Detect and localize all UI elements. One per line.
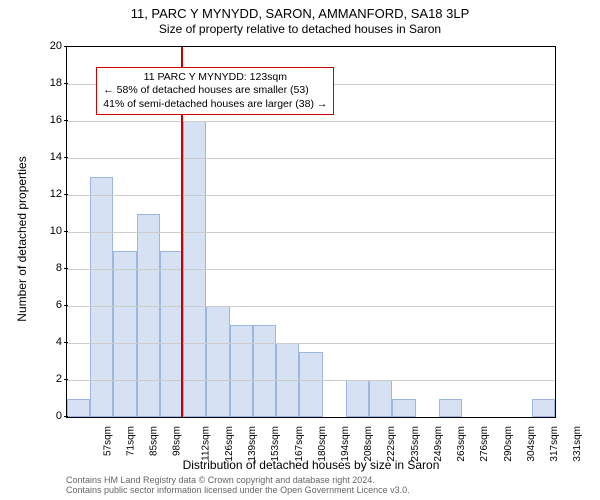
bar: [532, 399, 555, 418]
xtick: 331sqm: [572, 426, 583, 462]
gridline: [67, 343, 555, 344]
xtick: 304sqm: [526, 426, 537, 462]
ytick: 14: [32, 151, 62, 163]
plot-area: 11 PARC Y MYNYDD: 123sqm← 58% of detache…: [66, 46, 556, 418]
xtick: 112sqm: [200, 426, 211, 461]
xtick: 57sqm: [102, 426, 113, 456]
chart-title-1: 11, PARC Y MYNYDD, SARON, AMMANFORD, SA1…: [0, 6, 600, 22]
xtick: 180sqm: [317, 426, 328, 462]
footer-line-2: Contains public sector information licen…: [66, 486, 556, 496]
ytick: 4: [32, 336, 62, 348]
ytick: 18: [32, 77, 62, 89]
xtick: 126sqm: [224, 426, 235, 462]
annotation-line: ← 58% of detached houses are smaller (53…: [103, 84, 327, 97]
ytick: 12: [32, 188, 62, 200]
xtick: 98sqm: [172, 426, 183, 456]
bar: [369, 380, 392, 417]
bar: [206, 306, 229, 417]
ytick: 6: [32, 299, 62, 311]
xtick: 290sqm: [503, 426, 514, 462]
bar: [160, 251, 183, 418]
gridline: [67, 121, 555, 122]
xtick: 153sqm: [270, 426, 281, 462]
xtick: 222sqm: [387, 426, 398, 462]
ytick: 0: [32, 410, 62, 422]
ytick: 2: [32, 373, 62, 385]
gridline: [67, 380, 555, 381]
xtick: 317sqm: [549, 426, 560, 462]
gridline: [67, 232, 555, 233]
chart-canvas: 11, PARC Y MYNYDD, SARON, AMMANFORD, SA1…: [0, 0, 600, 500]
ytick: 10: [32, 225, 62, 237]
bar: [137, 214, 160, 418]
gridline: [67, 306, 555, 307]
annotation-line: 11 PARC Y MYNYDD: 123sqm: [103, 71, 327, 84]
xtick: 276sqm: [480, 426, 491, 462]
annotation-box: 11 PARC Y MYNYDD: 123sqm← 58% of detache…: [96, 67, 334, 114]
ytick: 16: [32, 114, 62, 126]
xtick: 263sqm: [456, 426, 467, 462]
gridline: [67, 269, 555, 270]
bar: [346, 380, 369, 417]
bar: [253, 325, 276, 418]
xtick: 139sqm: [247, 426, 258, 462]
xtick: 235sqm: [410, 426, 421, 462]
annotation-line: 41% of semi-detached houses are larger (…: [103, 98, 327, 111]
xlabel: Distribution of detached houses by size …: [66, 458, 556, 472]
bar: [439, 399, 462, 418]
bar: [67, 399, 90, 418]
chart-title-2: Size of property relative to detached ho…: [0, 22, 600, 37]
xtick: 85sqm: [149, 426, 160, 456]
ytick: 20: [32, 40, 62, 52]
bar: [113, 251, 136, 418]
ytick: 8: [32, 262, 62, 274]
xtick: 194sqm: [340, 426, 351, 462]
xtick: 249sqm: [433, 426, 444, 462]
bar: [392, 399, 415, 418]
xtick: 208sqm: [363, 426, 374, 462]
xtick: 167sqm: [294, 426, 305, 462]
footer: Contains HM Land Registry data © Crown c…: [66, 476, 556, 496]
bar: [230, 325, 253, 418]
ylabel: Number of detached properties: [15, 53, 29, 425]
xtick: 71sqm: [125, 426, 136, 456]
gridline: [67, 195, 555, 196]
bar: [299, 352, 322, 417]
gridline: [67, 158, 555, 159]
title-block: 11, PARC Y MYNYDD, SARON, AMMANFORD, SA1…: [0, 6, 600, 37]
